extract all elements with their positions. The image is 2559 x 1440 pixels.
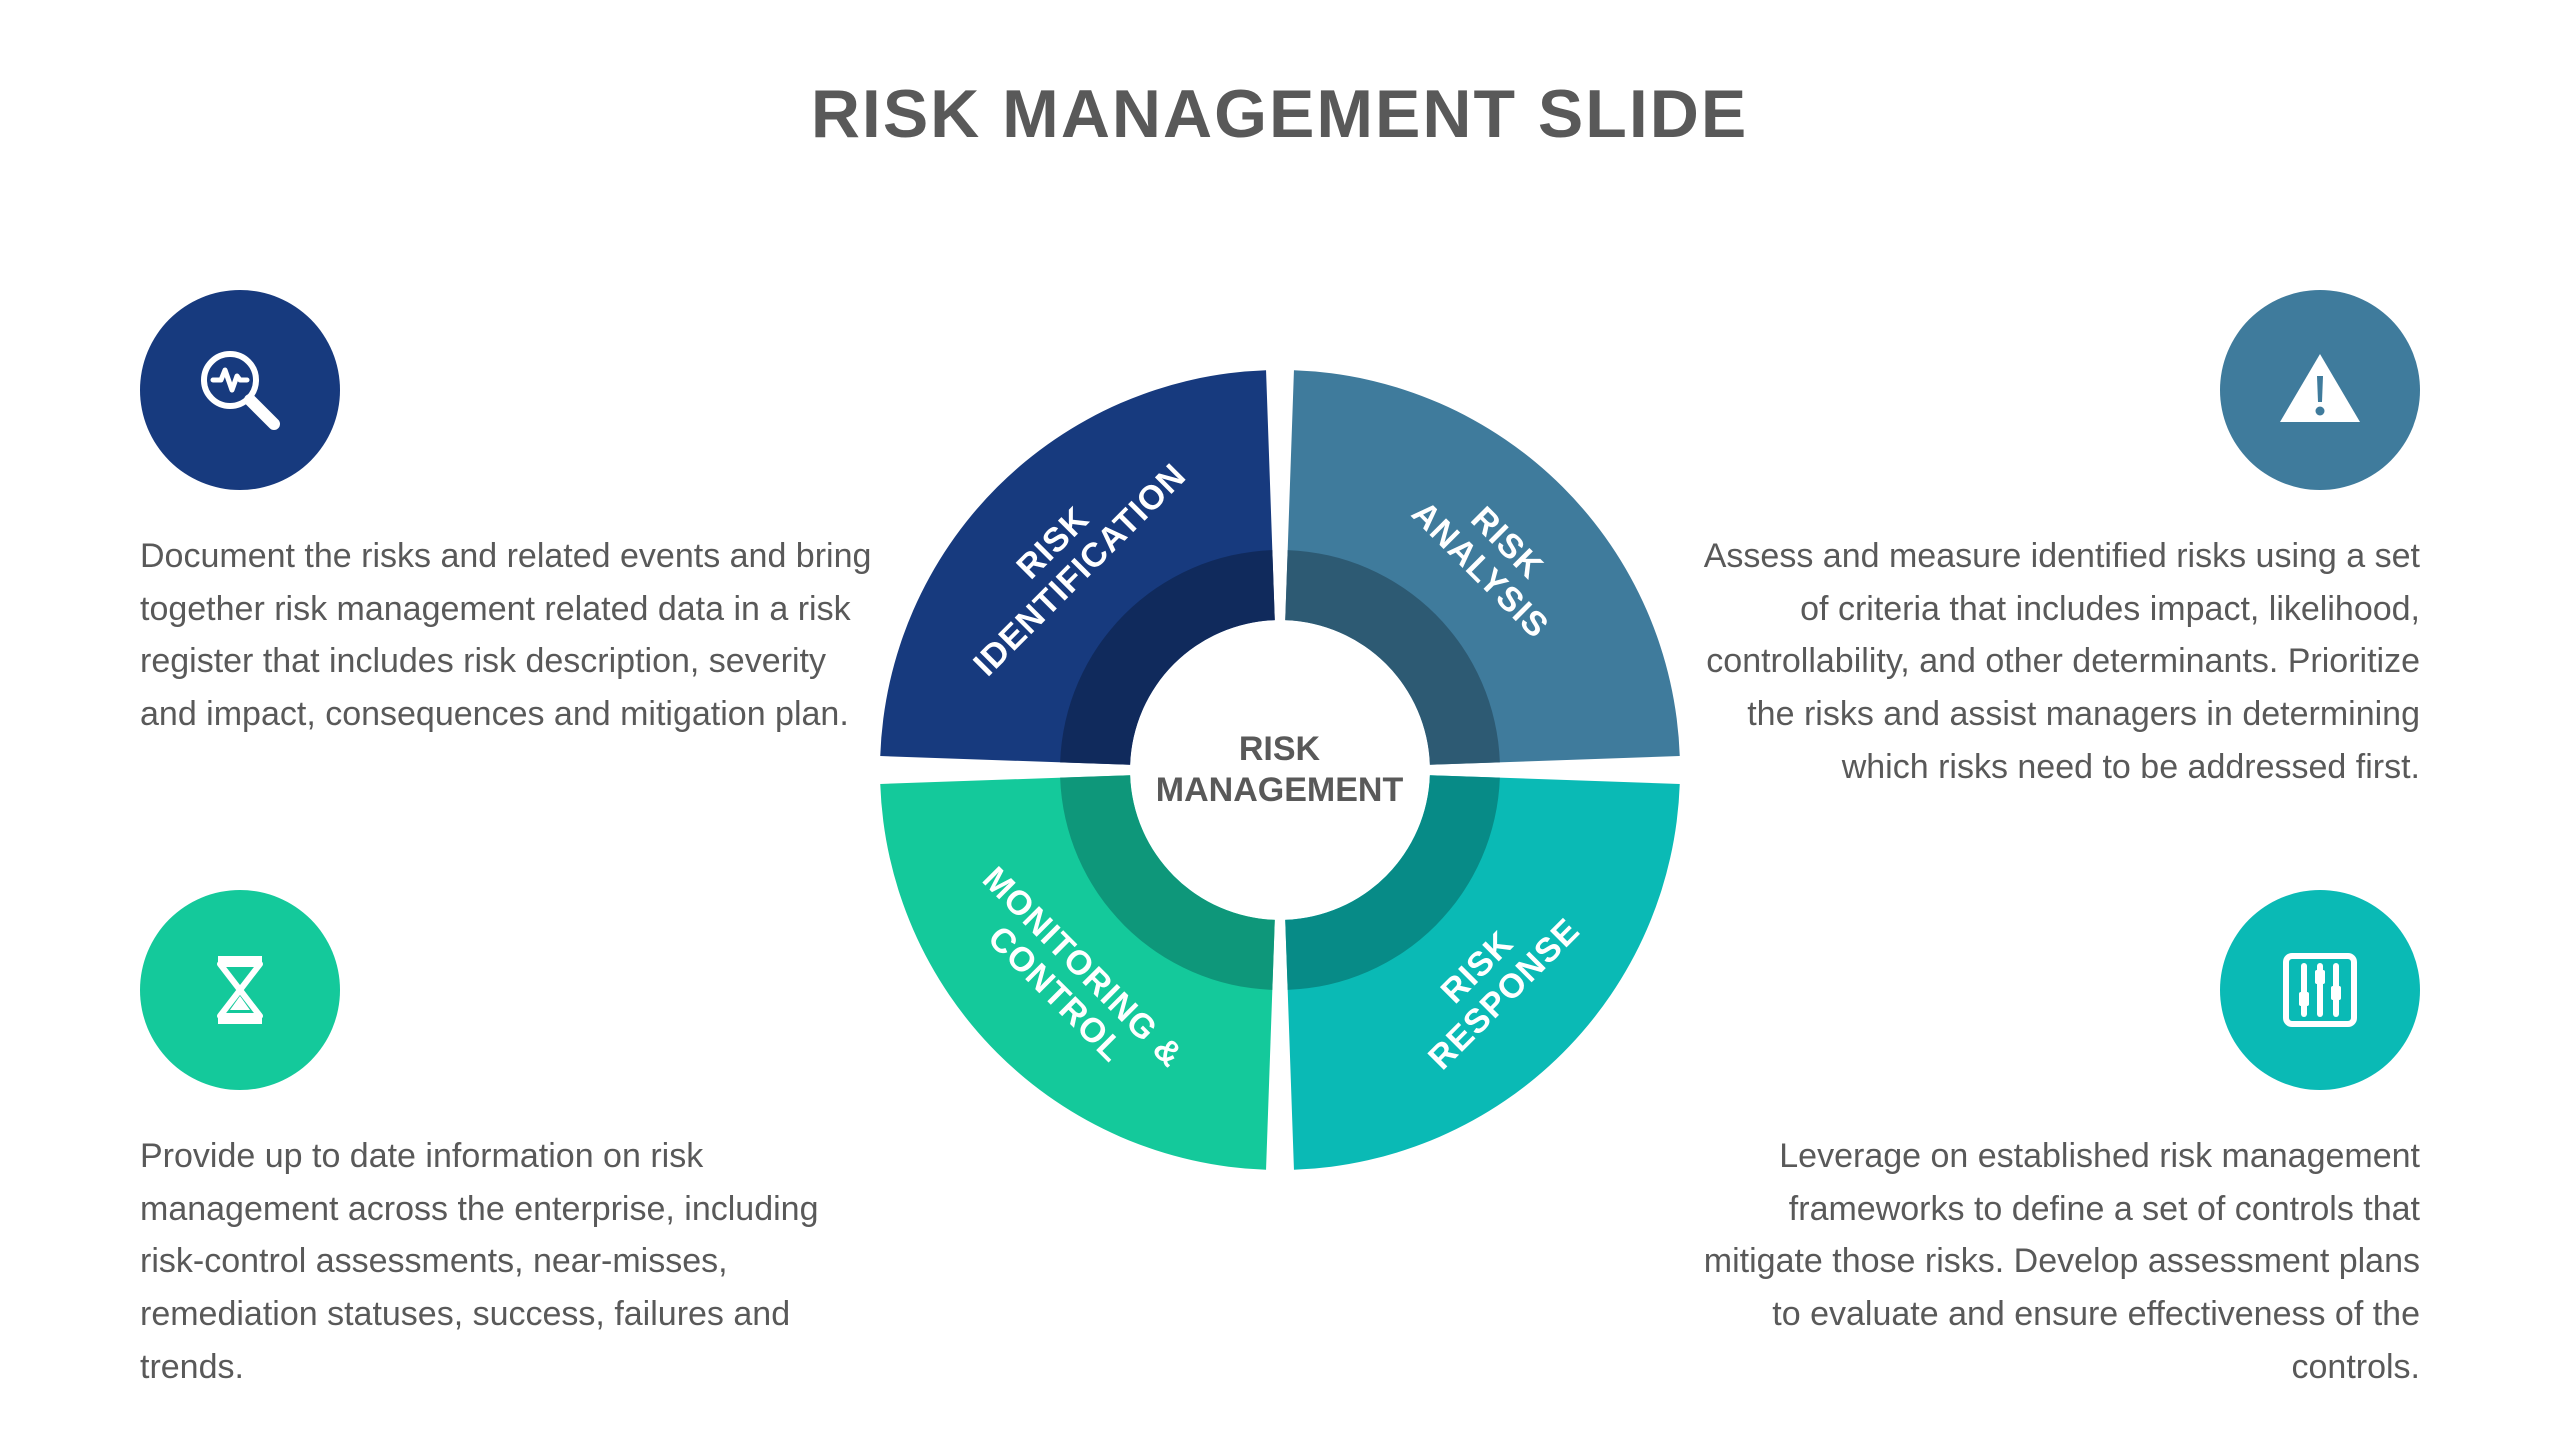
hourglass-icon [190,940,290,1040]
monitoring-icon-circle [140,890,340,1090]
donut-chart: RISK IDENTIFICATION RISK ANALYSIS RISK R… [870,360,1690,1180]
page-title: RISK MANAGEMENT SLIDE [0,75,2559,153]
monitoring-desc: Provide up to date information on risk m… [140,1130,880,1393]
response-desc: Leverage on established risk management … [1680,1130,2420,1393]
identification-icon-circle [140,290,340,490]
donut-center-label: RISK MANAGEMENT [1156,729,1403,811]
section-response: Leverage on established risk management … [1680,890,2420,1393]
response-icon-circle [2220,890,2420,1090]
analysis-desc: Assess and measure identified risks usin… [1680,530,2420,793]
sliders-icon [2270,940,2370,1040]
analysis-icon-circle [2220,290,2420,490]
magnifier-pulse-icon [190,340,290,440]
identification-desc: Document the risks and related events an… [140,530,880,741]
section-monitoring: Provide up to date information on risk m… [140,890,880,1393]
alert-triangle-icon [2270,340,2370,440]
center-line2: MANAGEMENT [1156,771,1403,809]
center-line1: RISK [1239,730,1320,768]
section-identification: Document the risks and related events an… [140,290,880,741]
section-analysis: Assess and measure identified risks usin… [1680,290,2420,793]
